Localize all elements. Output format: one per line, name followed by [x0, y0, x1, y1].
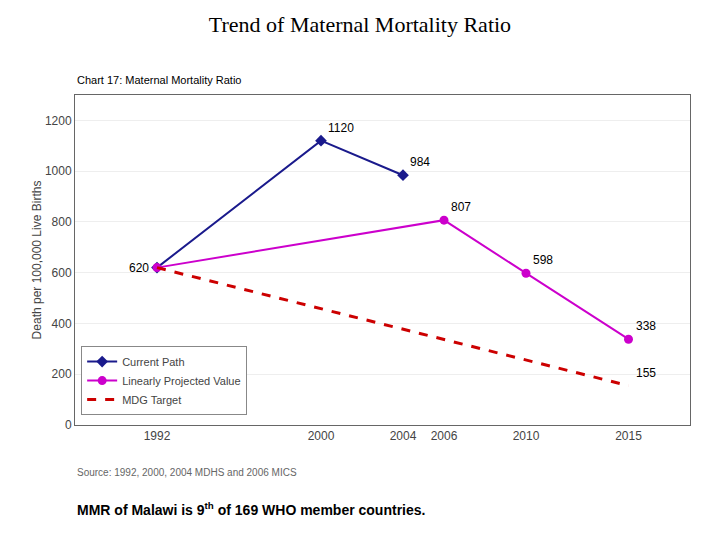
svg-text:2004: 2004 [390, 429, 417, 443]
svg-text:338: 338 [636, 319, 656, 333]
svg-text:620: 620 [129, 261, 149, 275]
svg-text:MDG Target: MDG Target [122, 394, 181, 406]
svg-text:2015: 2015 [615, 429, 642, 443]
svg-text:598: 598 [533, 253, 553, 267]
svg-text:1200: 1200 [45, 114, 72, 128]
svg-text:Current Path: Current Path [122, 356, 184, 368]
svg-text:2010: 2010 [513, 429, 540, 443]
svg-text:1120: 1120 [328, 121, 354, 135]
svg-text:600: 600 [52, 266, 72, 280]
svg-text:Trend of Maternal Mortality Ra: Trend of Maternal Mortality Ratio [209, 12, 511, 37]
svg-text:984: 984 [410, 155, 430, 169]
svg-text:400: 400 [52, 317, 72, 331]
svg-text:1992: 1992 [144, 429, 171, 443]
svg-text:1000: 1000 [45, 164, 72, 178]
svg-text:Linearly Projected Value: Linearly Projected Value [122, 375, 240, 387]
svg-text:200: 200 [52, 367, 72, 381]
svg-text:Death per 100,000 Live Births: Death per 100,000 Live Births [30, 181, 44, 340]
svg-text:800: 800 [52, 215, 72, 229]
svg-text:Source: 1992, 2000, 2004 MDHS: Source: 1992, 2000, 2004 MDHS and 2006 M… [77, 467, 297, 478]
svg-text:2000: 2000 [308, 429, 335, 443]
svg-text:155: 155 [636, 366, 656, 380]
svg-text:Chart 17: Maternal Mortality R: Chart 17: Maternal Mortality Ratio [77, 74, 241, 86]
svg-text:0: 0 [65, 418, 72, 432]
svg-text:807: 807 [451, 200, 471, 214]
svg-text:MMR of Malawi is 9​th​ of 169: MMR of Malawi is 9​th​ of 169 WHO member… [77, 500, 425, 518]
svg-text:2006: 2006 [431, 429, 458, 443]
